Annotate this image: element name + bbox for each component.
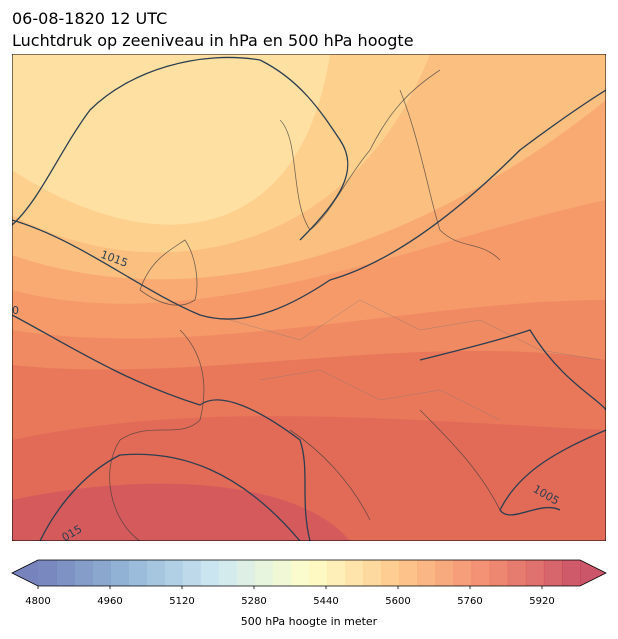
title: 06-08-1820 12 UTC <box>12 9 167 28</box>
colorbar-tick-label: 5120 <box>169 596 194 607</box>
colorbar-segment <box>56 560 75 586</box>
colorbar-segment <box>236 560 256 586</box>
colorbar-segment <box>182 560 202 586</box>
contour-label: 0 <box>12 304 19 317</box>
colorbar-segment <box>489 560 509 586</box>
colorbar-tick-label: 5440 <box>313 596 338 607</box>
map <box>12 54 606 541</box>
colorbar-tick-label: 4960 <box>97 596 122 607</box>
colorbar-segment <box>471 560 491 586</box>
colorbar-tick-label: 5920 <box>529 596 554 607</box>
colorbar: 4800 4960 5120 5280 5440 5600 5760 5920 <box>11 559 607 607</box>
colorbar-tick-label: 5280 <box>241 596 266 607</box>
colorbar-segment <box>417 560 436 586</box>
colorbar-segment <box>200 560 220 586</box>
colorbar-segment <box>435 560 455 586</box>
colorbar-segment <box>218 560 238 586</box>
subtitle: Luchtdruk op zeeniveau in hPa en 500 hPa… <box>12 31 414 50</box>
colorbar-segment <box>543 560 563 586</box>
colorbar-tick-label: 4800 <box>25 596 50 607</box>
colorbar-segment <box>525 560 545 586</box>
colorbar-segment <box>345 560 364 586</box>
colorbar-segment <box>290 560 310 586</box>
colorbar-tick-label: 5760 <box>457 596 482 607</box>
colorbar-segment <box>381 560 400 586</box>
colorbar-segment <box>363 560 382 586</box>
colorbar-segment <box>507 560 527 586</box>
colorbar-segment <box>254 560 274 586</box>
colorbar-segment <box>38 560 57 586</box>
colorbar-segment <box>309 560 328 586</box>
colorbar-label: 500 hPa hoogte in meter <box>241 615 378 628</box>
colorbar-segment <box>128 560 147 586</box>
colorbar-segment <box>453 560 473 586</box>
colorbar-extend <box>12 560 38 586</box>
colorbar-segment <box>272 560 292 586</box>
colorbar-segment <box>327 560 346 586</box>
colorbar-segment <box>164 560 184 586</box>
colorbar-segment <box>74 560 93 586</box>
colorbar-segment <box>110 560 129 586</box>
colorbar-extend <box>580 560 606 586</box>
colorbar-segment <box>146 560 165 586</box>
colorbar-segment <box>92 560 111 586</box>
colorbar-tick-label: 5600 <box>385 596 410 607</box>
colorbar-segment <box>399 560 418 586</box>
colorbar-segment <box>561 560 581 586</box>
